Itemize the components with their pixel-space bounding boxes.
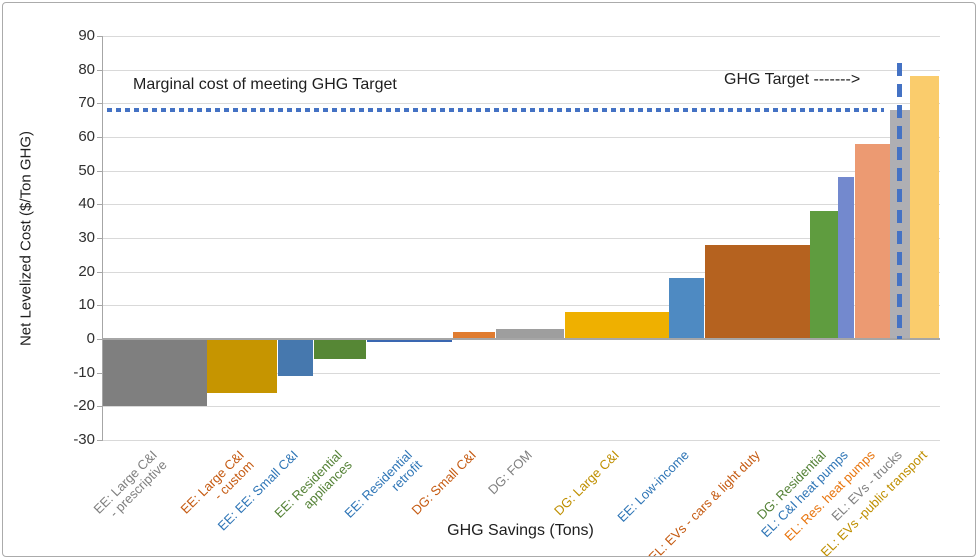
- bar: [838, 177, 854, 339]
- gridline: [103, 137, 940, 138]
- y-axis-tick: [97, 69, 103, 71]
- bar: [705, 244, 810, 339]
- y-tick-label: 20: [78, 262, 95, 280]
- bar: [669, 278, 704, 339]
- y-tick-label: 90: [78, 27, 95, 44]
- gridline: [103, 103, 940, 105]
- y-tick-label: 60: [78, 128, 95, 145]
- gridline: [103, 36, 940, 37]
- y-axis-tick: [97, 103, 103, 105]
- plot-area: [97, 36, 940, 441]
- bar: [910, 76, 939, 339]
- bar: [367, 339, 452, 343]
- gridline: [103, 372, 940, 374]
- y-axis-tick: [97, 406, 103, 408]
- y-axis-tick: [97, 204, 103, 206]
- y-axis-tick: [97, 305, 103, 307]
- y-tick-label: 70: [78, 94, 95, 112]
- y-tick-label: -10: [73, 363, 95, 381]
- y-axis-tick: [97, 440, 103, 441]
- y-axis-tick: [97, 170, 103, 172]
- bar: [496, 328, 564, 339]
- y-axis-tick: [97, 238, 103, 239]
- gridline: [103, 440, 940, 441]
- bar: [855, 143, 890, 339]
- gridline: [103, 69, 940, 71]
- y-tick-label: 30: [78, 229, 95, 246]
- y-axis-tick: [97, 137, 103, 138]
- y-tick-label: 50: [78, 161, 95, 179]
- bar: [278, 339, 313, 377]
- bar: [314, 339, 366, 360]
- marginal-cost-annotation: Marginal cost of meeting GHG Target: [133, 76, 397, 93]
- marginal-cost-dotted-line: [107, 108, 884, 113]
- y-axis-tick: [97, 36, 103, 37]
- bar: [565, 312, 669, 339]
- gridline: [103, 406, 940, 408]
- gridline: [103, 238, 940, 239]
- ghg-target-annotation: GHG Target ------->: [724, 71, 861, 88]
- bar: [453, 332, 495, 339]
- y-axis-tick: [97, 372, 103, 374]
- y-tick-label: 40: [78, 195, 95, 213]
- bar: [103, 339, 207, 407]
- bar: [810, 211, 838, 339]
- gridline: [103, 170, 940, 172]
- gridline: [103, 305, 940, 307]
- y-tick-label: 10: [78, 296, 95, 314]
- y-axis-tick: [97, 339, 103, 340]
- x-axis-title: GHG Savings (Tons): [447, 522, 594, 539]
- bar: [207, 339, 277, 393]
- gridline: [103, 204, 940, 206]
- y-tick-label: -30: [73, 431, 95, 448]
- gridline: [103, 271, 940, 273]
- y-axis-title: Net Levelized Cost ($/Ton GHG): [17, 130, 35, 347]
- y-tick-label: 80: [78, 60, 95, 78]
- ghg-target-dashed-line: [897, 62, 902, 339]
- y-axis-tick: [97, 271, 103, 273]
- y-tick-label: 0: [86, 330, 95, 347]
- zero-axis-line: [103, 338, 940, 340]
- y-tick-label: -20: [73, 397, 95, 415]
